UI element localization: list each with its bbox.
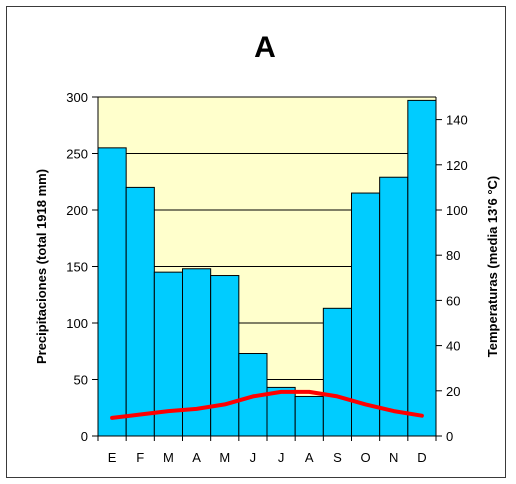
chart-title: A xyxy=(254,31,276,64)
right-tick-label: 40 xyxy=(446,339,460,354)
bar xyxy=(379,176,409,437)
x-tick-label: F xyxy=(136,450,144,465)
right-tick-label: 140 xyxy=(446,113,468,128)
left-tick-label: 150 xyxy=(66,260,88,275)
right-tick-label: 20 xyxy=(446,384,460,399)
x-tick-label: E xyxy=(108,450,117,465)
right-tick-label: 60 xyxy=(446,293,460,308)
x-tick-label: M xyxy=(163,450,174,465)
left-tick-label: 0 xyxy=(81,429,88,444)
bar xyxy=(322,307,353,437)
bar xyxy=(97,147,127,437)
temperature-line xyxy=(110,389,424,420)
y-axis-label: Precipitaciones (total 1918 mm) xyxy=(34,169,49,364)
bar xyxy=(351,192,381,437)
chart-title-box: A xyxy=(224,22,306,74)
left-tick-label: 50 xyxy=(74,373,88,388)
bar xyxy=(407,99,437,437)
x-tick-label: D xyxy=(417,450,426,465)
bar xyxy=(210,275,240,437)
left-tick-label: 100 xyxy=(66,316,88,331)
left-tick-label: 250 xyxy=(66,147,88,162)
x-tick-label: A xyxy=(192,450,201,465)
left-tick-label: 300 xyxy=(66,90,88,105)
right-tick-label: 80 xyxy=(446,248,460,263)
x-tick-label: J xyxy=(250,450,257,465)
right-tick-label: 120 xyxy=(446,158,468,173)
x-tick-label: O xyxy=(361,450,371,465)
bar xyxy=(294,395,324,437)
x-tick-label: M xyxy=(219,450,230,465)
right-tick-label: 0 xyxy=(446,429,453,444)
right-tick-label: 100 xyxy=(446,203,468,218)
x-tick-label: A xyxy=(305,450,314,465)
x-tick-label: J xyxy=(278,450,285,465)
x-tick-label: N xyxy=(389,450,398,465)
y-axis-label-right: Temperaturas (media 13'6 °C) xyxy=(485,176,500,357)
bar xyxy=(125,186,155,437)
x-tick-label: S xyxy=(333,450,342,465)
left-tick-label: 200 xyxy=(66,203,88,218)
